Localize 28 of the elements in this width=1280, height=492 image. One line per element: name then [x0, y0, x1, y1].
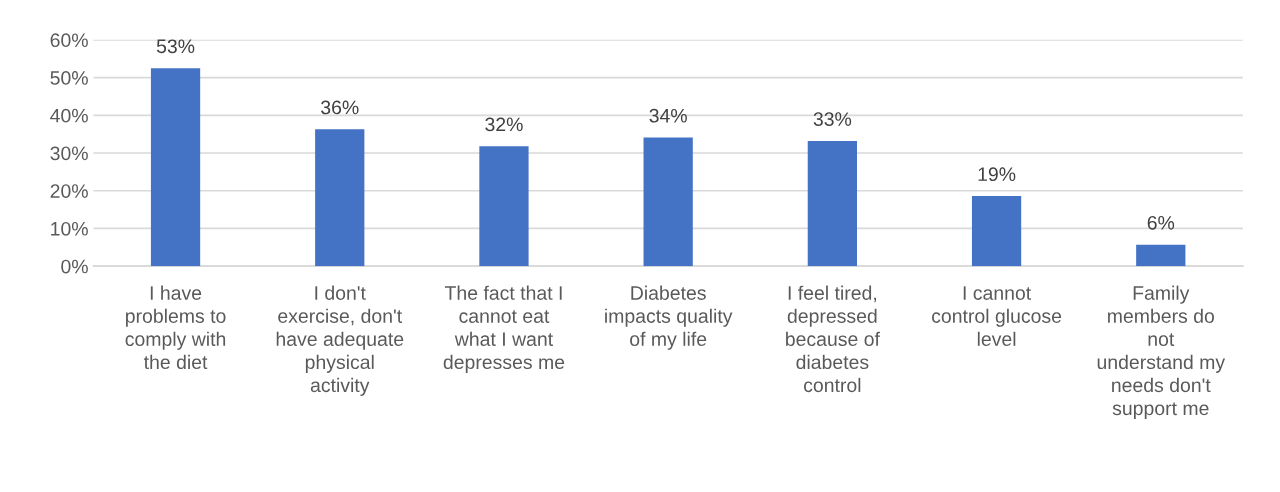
x-tick-label: The fact that I cannot eat what I want depresses me — [443, 285, 565, 373]
y-tick-label: 30% — [50, 146, 88, 161]
data-label: 36% — [321, 100, 359, 115]
y-tick-label: 60% — [50, 33, 88, 48]
x-tick-label: I don't exercise, don't have adequate physical activity — [276, 285, 404, 396]
x-tick-label: Diabetes impacts quality of my life — [605, 285, 733, 350]
data-label: 19% — [978, 167, 1016, 182]
data-label: 53% — [156, 39, 195, 54]
bar — [479, 146, 529, 267]
bar — [1136, 244, 1186, 267]
y-tick-label: 0% — [61, 259, 88, 274]
y-tick-label: 10% — [51, 221, 88, 236]
data-label: 34% — [649, 108, 687, 123]
bar — [315, 129, 365, 267]
data-label: 6% — [1147, 215, 1175, 230]
y-tick-label: 50% — [50, 71, 88, 85]
y-tick-label: 40% — [50, 108, 88, 123]
x-tick-label: I have problems to comply with the diet — [125, 285, 226, 370]
bar — [643, 137, 693, 267]
bar — [971, 196, 1022, 267]
data-label: 32% — [485, 117, 523, 132]
bar — [150, 68, 201, 267]
y-tick-label: 20% — [50, 184, 88, 198]
x-tick-label: I feel tired, depressed because of diabetes control — [786, 285, 880, 393]
x-tick-label: Family members do not understand my needs don't support me — [1097, 285, 1226, 420]
x-tick-label: I cannot control glucose level — [932, 286, 1062, 347]
data-label: 33% — [813, 112, 852, 126]
bar — [807, 140, 857, 267]
